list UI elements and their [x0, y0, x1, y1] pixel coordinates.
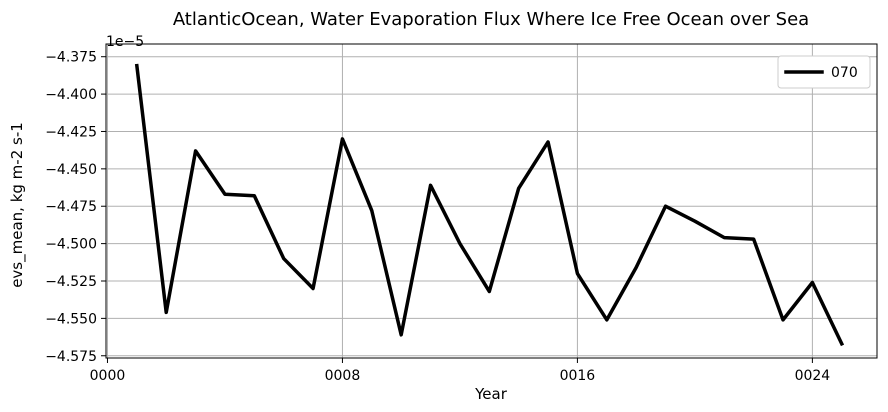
x-axis-label: Year — [474, 385, 508, 403]
plot-frame — [105, 43, 878, 359]
y-tick-label: −4.575 — [45, 349, 97, 365]
y-tick-label: −4.525 — [45, 274, 97, 290]
x-tick-label: 0016 — [560, 368, 596, 384]
chart-title: AtlanticOcean, Water Evaporation Flux Wh… — [173, 9, 809, 30]
y-tick-label: −4.425 — [45, 124, 97, 140]
y-tick-label: −4.475 — [45, 199, 97, 215]
series-line-070 — [134, 63, 845, 347]
y-tick-label: −4.400 — [45, 87, 97, 103]
grid — [106, 44, 877, 358]
y-tick-label: −4.375 — [45, 50, 97, 66]
x-tick-label: 0024 — [795, 368, 831, 384]
y-axis-ticks: −4.375 −4.400 −4.425 −4.450 −4.475 −4.500 −4.5… — [45, 50, 106, 365]
y-offset-text: 1e−5 — [106, 34, 144, 50]
legend-box — [777, 55, 871, 89]
x-tick-label: 0008 — [325, 368, 361, 384]
legend-series-label: 070 — [831, 65, 858, 81]
x-tick-label: 0000 — [90, 368, 126, 384]
y-tick-label: −4.450 — [45, 162, 97, 178]
plot-area — [134, 63, 845, 347]
y-tick-label: −4.500 — [45, 237, 97, 253]
y-axis-label: evs_mean, kg m-2 s-1 — [8, 122, 27, 288]
y-tick-label: −4.550 — [45, 311, 97, 327]
x-axis-ticks: 0000 0008 0016 0024 — [90, 358, 831, 384]
legend: 070 — [777, 55, 871, 89]
